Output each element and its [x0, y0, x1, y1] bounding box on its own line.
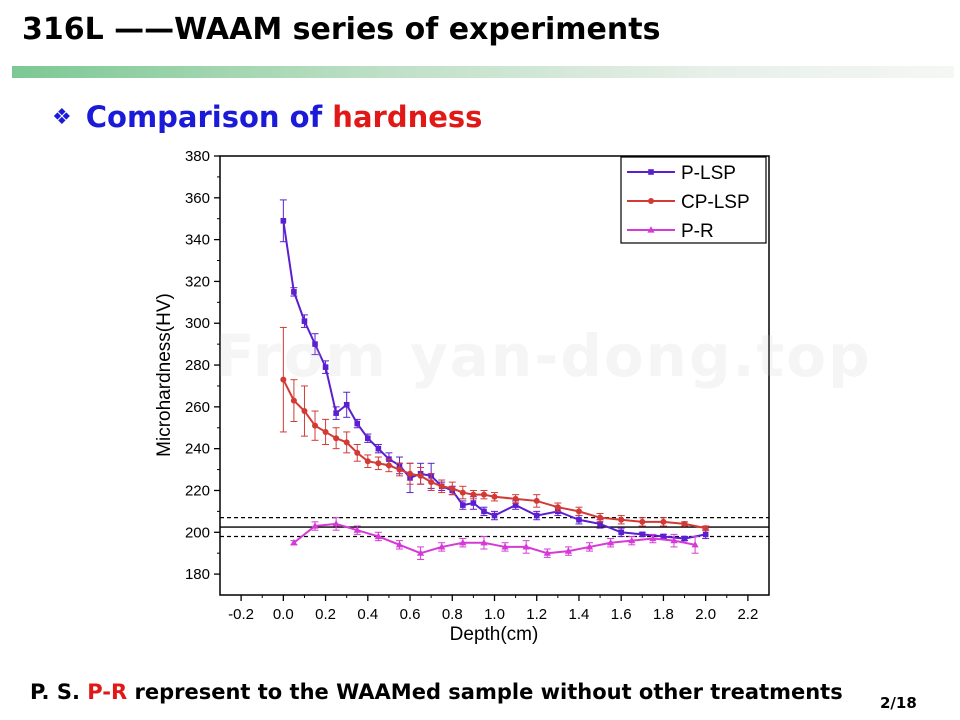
slide-title: 316L ——WAAM series of experiments [22, 12, 660, 47]
data-point [365, 458, 371, 464]
data-point [375, 460, 381, 466]
watermark: From yan-dong.top [215, 322, 872, 390]
hardness-chart: -0.2 0.0 0.2 0.4 0.6 0.8 1.0 1.2 1.4 1.6 1.8 2.0 2.2… [140, 140, 790, 655]
data-point [470, 492, 476, 498]
y-tick-label: 320 [185, 273, 210, 290]
data-point [376, 446, 382, 452]
data-point [660, 519, 666, 525]
data-point [354, 421, 360, 427]
x-tick-label: 0.4 [357, 606, 378, 623]
data-point [492, 494, 498, 500]
data-point [618, 529, 624, 535]
legend-marker [648, 169, 654, 175]
x-tick-label: 2.0 [695, 606, 716, 623]
footnote: P. S. P-R represent to the WAAMed sample… [30, 680, 843, 704]
y-tick-label: 380 [185, 148, 210, 165]
data-point [640, 532, 646, 538]
x-tick-label: 1.2 [526, 606, 547, 623]
data-point [460, 502, 466, 508]
section-heading: ❖ Comparison of hardness [52, 100, 482, 134]
data-point [281, 218, 287, 224]
data-point [576, 508, 582, 514]
y-tick-label: 240 [185, 441, 210, 458]
data-point [492, 513, 498, 519]
x-tick-label: 1.0 [484, 606, 505, 623]
legend-label: P-R [681, 221, 714, 242]
x-tick-label: 0.2 [315, 606, 336, 623]
y-tick-label: 200 [185, 524, 210, 541]
legend-label: CP-LSP [681, 192, 750, 213]
x-tick-label: 1.4 [569, 606, 590, 623]
data-point [291, 289, 297, 295]
data-point [428, 479, 434, 485]
y-tick-label: 340 [185, 232, 210, 249]
data-point [703, 525, 709, 531]
chart-legend: P-LSP CP-LSP P-R [621, 157, 766, 243]
x-tick-label: 1.6 [611, 606, 632, 623]
data-point [555, 504, 561, 510]
y-tick-label: 300 [185, 315, 210, 332]
data-point [597, 515, 603, 521]
data-point [439, 483, 445, 489]
data-point [449, 485, 455, 491]
data-point [639, 519, 645, 525]
title-underline-bar [12, 66, 954, 78]
diamond-bullet-icon: ❖ [52, 105, 72, 130]
data-point [291, 398, 297, 404]
page-number: 2/18 [880, 694, 917, 712]
data-point [333, 435, 339, 441]
data-point [481, 492, 487, 498]
y-tick-label: 360 [185, 190, 210, 207]
data-point [682, 536, 688, 542]
data-point [323, 429, 329, 435]
data-point [703, 532, 709, 538]
data-point [513, 496, 519, 502]
x-tick-label: 1.8 [653, 606, 674, 623]
legend-label: P-LSP [681, 163, 736, 184]
data-point [618, 517, 624, 523]
y-tick-label: 180 [185, 566, 210, 583]
heading-text-part2: hardness [332, 100, 482, 134]
data-point [460, 490, 466, 496]
data-point [312, 423, 318, 429]
y-axis-label: Microhardness(HV) [154, 293, 175, 457]
data-point [301, 408, 307, 414]
x-tick-label: 0.0 [273, 606, 294, 623]
data-point [407, 471, 413, 477]
y-tick-label: 260 [185, 399, 210, 416]
footnote-text: represent to the WAAMed sample without o… [127, 680, 843, 704]
data-point [396, 467, 402, 473]
data-point [481, 509, 487, 515]
footnote-highlight: P-R [87, 680, 127, 704]
footnote-prefix: P. S. [30, 680, 87, 704]
data-point [365, 435, 371, 441]
data-point [333, 410, 339, 416]
heading-text-part1: Comparison of [86, 100, 333, 134]
x-tick-label: 0.8 [442, 606, 463, 623]
data-point [471, 500, 477, 506]
x-tick-label: -0.2 [228, 606, 254, 623]
data-point [418, 473, 424, 479]
data-point [534, 498, 540, 504]
data-point [682, 521, 688, 527]
data-point [344, 439, 350, 445]
legend-marker [648, 198, 654, 204]
data-point [354, 450, 360, 456]
data-point [534, 513, 540, 519]
y-tick-label: 220 [185, 482, 210, 499]
x-axis-label: Depth(cm) [450, 624, 539, 645]
x-tick-label: 2.2 [737, 606, 758, 623]
y-tick-label: 280 [185, 357, 210, 374]
data-point [386, 462, 392, 468]
data-point [576, 517, 582, 523]
data-point [344, 402, 350, 408]
x-tick-label: 0.6 [400, 606, 421, 623]
